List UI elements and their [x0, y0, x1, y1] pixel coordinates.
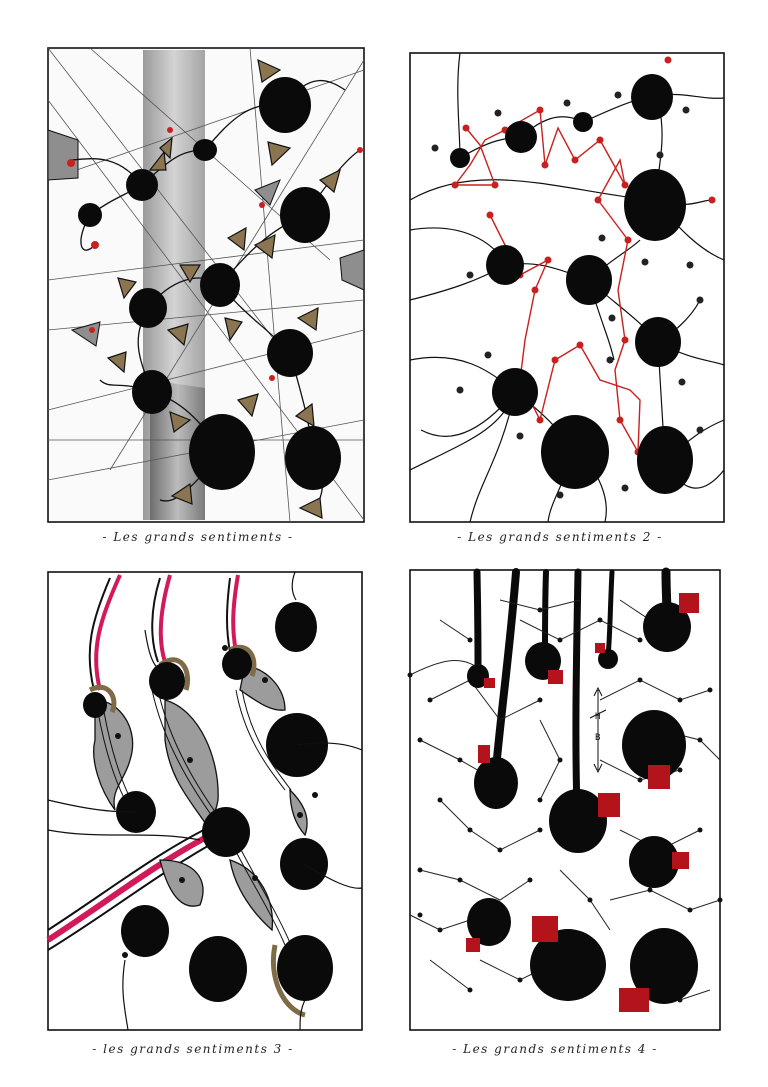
- panel-2-strings: [409, 52, 725, 523]
- panel-3-black-ribbons: [47, 577, 231, 951]
- panel-3-strings: [47, 571, 363, 1031]
- panel-4-caption: - Les grands sentiments 4 -: [452, 1042, 658, 1056]
- panel-2-caption: - Les grands sentiments 2 -: [457, 530, 663, 544]
- panel-4-red-squares: [466, 593, 699, 1012]
- panel-4-ink-blobs: [467, 602, 698, 1004]
- panel-2-drawing: [409, 52, 725, 523]
- panel-1-red-dots: [67, 127, 363, 381]
- panel-1-caption: - Les grands sentiments -: [102, 530, 294, 544]
- panel-4-mark-top: H: [595, 712, 601, 722]
- panel-4-drawing: [407, 567, 723, 1031]
- panel-4-mark-bottom: B: [595, 733, 601, 743]
- panel-1-ink-blobs: [78, 77, 341, 490]
- panel-3-caption: - les grands sentiments 3 -: [92, 1042, 294, 1056]
- panel-3-ink-blobs: [83, 602, 333, 1002]
- panel-1-ruled-lines: [47, 47, 365, 523]
- panel-1-drawing: [47, 47, 365, 523]
- panel-2-small-nodes: [431, 91, 704, 499]
- panel-3-small-nodes: [115, 645, 318, 958]
- panel-1-triangles: [106, 58, 341, 519]
- panel-4-hb-arrow: [589, 686, 607, 774]
- panel-2-ink-blobs: [450, 74, 693, 494]
- panel-3-drawing: [46, 571, 363, 1031]
